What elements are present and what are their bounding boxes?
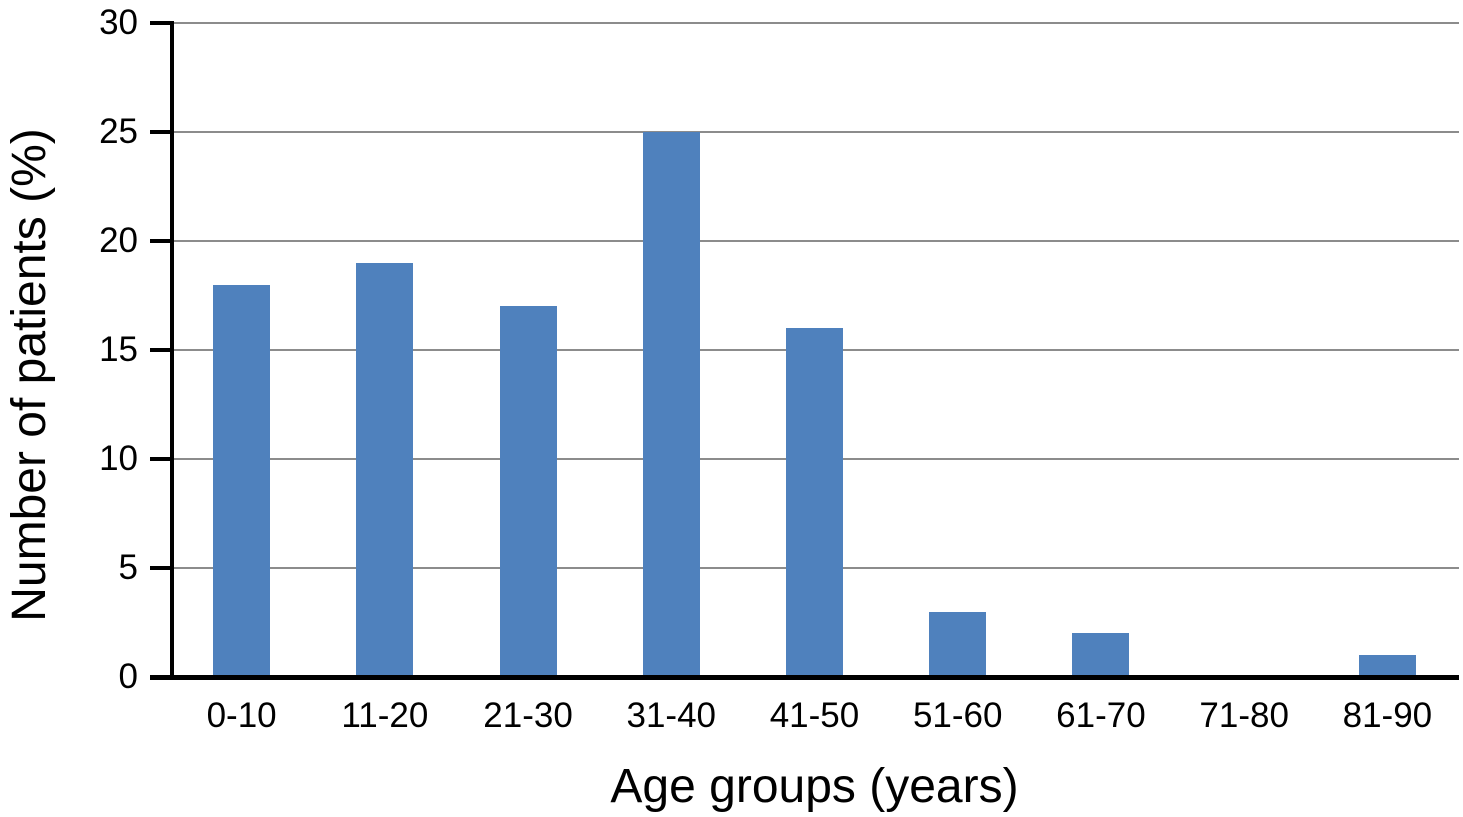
bar-41-50: [786, 328, 843, 677]
x-tick-label: 61-70: [1056, 696, 1146, 735]
x-tick-label: 81-90: [1342, 696, 1433, 735]
x-tick-label: 51-60: [912, 696, 1003, 735]
bar-81-90: [1358, 655, 1416, 677]
bar-11-20: [356, 262, 414, 677]
x-axis-line: [150, 675, 1459, 680]
x-tick-label: 11-20: [341, 696, 429, 735]
y-tick-label: 5: [118, 548, 138, 587]
y-tick-label: 0: [118, 657, 138, 696]
y-axis-tick: [150, 130, 170, 134]
y-tick-label: 15: [99, 330, 138, 369]
x-tick-label: 41-50: [769, 696, 860, 735]
y-tick-label: 10: [99, 439, 138, 478]
y-axis-tick: [150, 457, 170, 461]
x-axis-title: Age groups (years): [610, 760, 1019, 813]
x-tick-label: 71-80: [1199, 696, 1289, 735]
y-axis-tick: [150, 21, 170, 25]
gridline: [172, 131, 1459, 133]
y-tick-label: 30: [99, 3, 138, 42]
x-tick-label: 0-10: [206, 696, 277, 735]
y-axis-tick: [150, 566, 170, 570]
bar-61-70: [1072, 633, 1130, 677]
y-axis-tick: [150, 348, 170, 352]
y-axis-line: [170, 21, 174, 679]
bar-51-60: [929, 611, 987, 677]
x-tick-label: 31-40: [626, 696, 717, 735]
bar-0-10: [213, 284, 271, 677]
bar-21-30: [499, 306, 557, 677]
gridline: [172, 240, 1459, 242]
x-tick-label: 21-30: [483, 696, 573, 735]
bar-31-40: [642, 132, 700, 677]
y-axis-tick: [150, 239, 170, 243]
y-tick-label: 25: [99, 112, 138, 151]
gridline: [172, 22, 1459, 24]
y-tick-label: 20: [99, 221, 138, 260]
